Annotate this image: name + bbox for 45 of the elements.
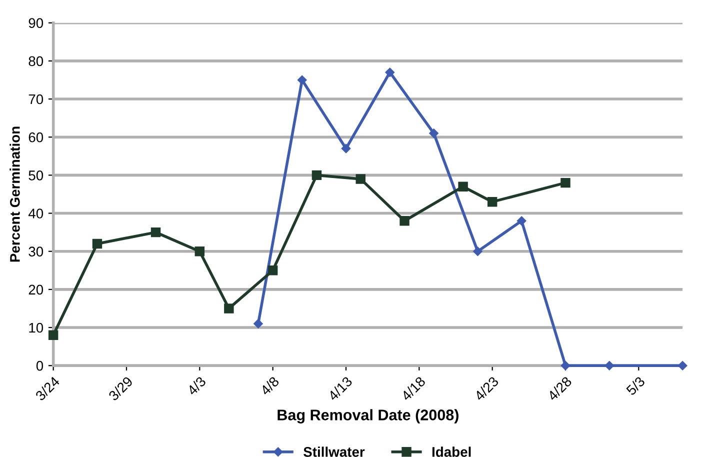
point — [356, 174, 366, 184]
x-axis-title: Bag Removal Date (2008) — [278, 409, 458, 424]
point — [516, 216, 526, 226]
y-tick-label: 40 — [28, 208, 44, 218]
point — [48, 330, 58, 340]
y-tick-label: 50 — [28, 170, 44, 180]
point — [224, 304, 234, 314]
point — [487, 196, 498, 207]
point — [150, 227, 161, 238]
point — [678, 360, 688, 370]
point — [254, 319, 263, 328]
y-axis-title: Percent Germination — [10, 126, 20, 262]
x-tick-label: 3/24 — [34, 376, 60, 402]
point — [604, 360, 614, 370]
point — [385, 68, 395, 77]
point — [297, 75, 307, 85]
point — [400, 216, 410, 226]
x-tick-label: 4/18 — [400, 376, 426, 402]
y-tick-label: 20 — [28, 284, 44, 295]
point — [268, 266, 278, 276]
point — [312, 170, 322, 180]
x-tick-label: 4/3 — [186, 376, 206, 396]
point — [92, 238, 102, 249]
point — [194, 246, 205, 256]
point — [473, 246, 482, 256]
y-tick-label: 60 — [28, 132, 44, 142]
y-tick-label: 80 — [28, 56, 44, 66]
legend-label: Stillwater — [304, 446, 365, 457]
y-tick-label: 30 — [28, 246, 44, 257]
point — [429, 128, 438, 138]
x-tick-label: 4/13 — [327, 376, 353, 402]
point — [341, 144, 351, 154]
x-tick-label: 4/23 — [473, 376, 500, 402]
y-tick-label: 0 — [36, 360, 44, 371]
point — [560, 360, 570, 370]
x-tick-label: 5/3 — [625, 376, 646, 396]
x-tick-label: 4/28 — [546, 376, 572, 402]
y-tick-label: 10 — [29, 322, 44, 333]
legend-label: Idabel — [432, 446, 471, 457]
x-tick-label: 4/8 — [259, 376, 280, 396]
point — [560, 178, 570, 188]
point — [458, 182, 468, 192]
y-tick-label: 90 — [28, 18, 44, 28]
y-tick-label: 70 — [28, 94, 44, 104]
x-tick-label: 3/29 — [108, 376, 134, 402]
